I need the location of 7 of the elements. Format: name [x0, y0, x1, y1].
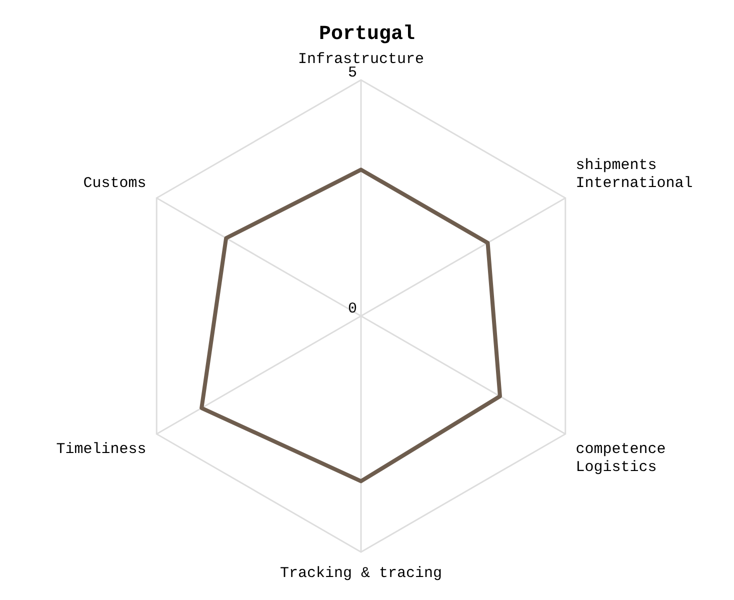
spoke-label: competence Logistics: [576, 440, 666, 476]
spoke-label: Customs: [83, 174, 146, 192]
y-tick-label: 0: [348, 300, 357, 318]
spoke-label: Tracking & tracing: [280, 564, 442, 582]
spoke-label: Timeliness: [56, 440, 146, 458]
spoke-label: shipments International: [576, 156, 693, 192]
chart-title: Portugal: [318, 23, 416, 46]
